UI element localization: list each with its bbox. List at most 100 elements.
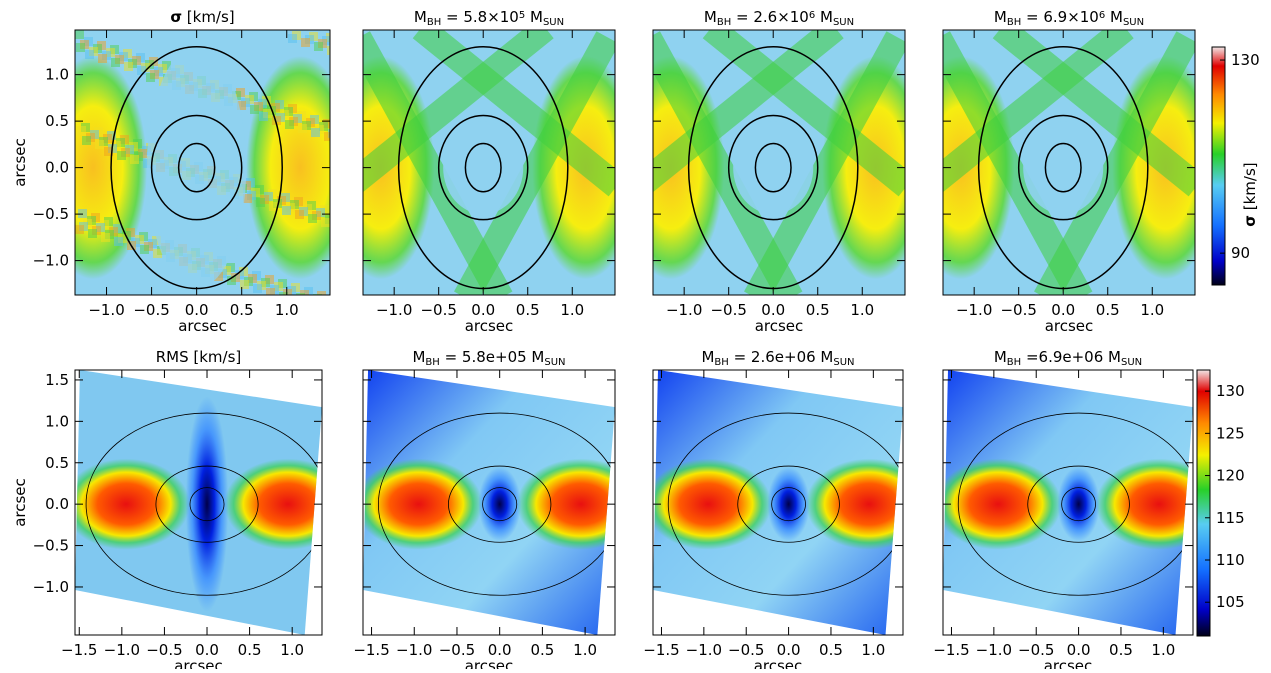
x-tick-label: −1.0 bbox=[104, 641, 140, 659]
x-tick-label: 0.0 bbox=[1051, 301, 1075, 319]
x-tick-label: 0.5 bbox=[238, 641, 262, 659]
x-tick-label: 1.0 bbox=[560, 301, 584, 319]
x-tick-label: 0.0 bbox=[488, 641, 512, 659]
x-tick-label: −0.5 bbox=[710, 301, 746, 319]
contour bbox=[464, 142, 502, 193]
text-part: 5 bbox=[519, 10, 525, 21]
plot-frame bbox=[362, 369, 616, 636]
y-axis-label: arcsec bbox=[11, 478, 29, 527]
map-noise bbox=[82, 136, 91, 145]
text-part: [km/s] bbox=[1241, 162, 1259, 215]
map-feature bbox=[75, 458, 190, 550]
map-noise bbox=[298, 124, 307, 133]
x-tick-label: −1.0 bbox=[976, 641, 1012, 659]
rich-text: RMS [km/s] bbox=[156, 348, 242, 366]
x-tick-label: −1.0 bbox=[956, 301, 992, 319]
y-axis-label: arcsec bbox=[11, 138, 29, 187]
contour bbox=[771, 487, 806, 522]
map-noise bbox=[311, 128, 320, 137]
colorbar bbox=[1196, 369, 1211, 637]
x-tick-label: 1.0 bbox=[850, 301, 874, 319]
heatmap bbox=[75, 370, 322, 635]
text-part: = 2.6×10 bbox=[731, 8, 809, 26]
plot-frame bbox=[74, 369, 323, 636]
map-feature bbox=[1023, 121, 1104, 215]
map-noise bbox=[253, 284, 262, 293]
x-tick-label: 0.5 bbox=[819, 641, 843, 659]
text-part: BH bbox=[1007, 17, 1021, 28]
map-noise bbox=[327, 46, 330, 55]
text-part: SUN bbox=[543, 17, 564, 28]
x-tick-label: 0.5 bbox=[530, 641, 554, 659]
x-tick-label: −1.5 bbox=[933, 641, 969, 659]
x-tick-label: 0.5 bbox=[806, 301, 830, 319]
map-feature bbox=[147, 46, 247, 289]
rich-text: MBH = 2.6×106 MSUN bbox=[704, 8, 854, 28]
map-noise bbox=[77, 126, 86, 135]
text-part: M bbox=[704, 8, 717, 26]
rich-text: σ [km/s] bbox=[170, 8, 234, 26]
map-noise bbox=[146, 73, 155, 82]
text-part: M bbox=[994, 8, 1007, 26]
map-noise bbox=[75, 30, 84, 39]
map-noise bbox=[324, 132, 330, 141]
text-part: σ bbox=[1241, 215, 1259, 227]
heatmap bbox=[363, 370, 615, 635]
map-noise bbox=[314, 42, 323, 51]
rich-text: MBH = 2.6e+06 MSUN bbox=[701, 348, 854, 368]
contour bbox=[155, 465, 259, 543]
contour bbox=[1027, 465, 1130, 543]
map-noise bbox=[266, 288, 275, 295]
x-tick-label: 1.0 bbox=[1151, 641, 1175, 659]
x-tick-label: 0.5 bbox=[516, 301, 540, 319]
text-part: M bbox=[1105, 8, 1123, 26]
x-tick-label: −0.5 bbox=[728, 641, 764, 659]
map-noise bbox=[98, 54, 107, 63]
heatmap bbox=[363, 30, 615, 295]
x-axis-label: arcsec bbox=[465, 317, 514, 335]
map-feature bbox=[363, 458, 483, 550]
map-noise bbox=[301, 38, 310, 47]
plot-frame bbox=[362, 29, 616, 296]
x-tick-label: −0.5 bbox=[146, 641, 182, 659]
colorbar-tick-label: 120 bbox=[1216, 467, 1245, 485]
map-feature bbox=[653, 458, 772, 550]
text-part: [km/s] bbox=[182, 8, 235, 26]
map-feature bbox=[767, 466, 810, 542]
colorbar-tick-label: 115 bbox=[1216, 509, 1245, 527]
map-noise bbox=[140, 245, 149, 254]
text-part: BH bbox=[717, 17, 731, 28]
colorbar-tick-label: 125 bbox=[1216, 424, 1245, 442]
plot-frame bbox=[652, 29, 906, 296]
x-tick-label: −1.0 bbox=[666, 301, 702, 319]
heatmap bbox=[653, 30, 905, 295]
colorbar-tick-label: 130 bbox=[1216, 382, 1245, 400]
map-noise bbox=[124, 62, 133, 71]
x-tick-label: −1.0 bbox=[686, 641, 722, 659]
x-tick-label: −1.0 bbox=[88, 301, 124, 319]
text-part: SUN bbox=[833, 17, 854, 28]
x-tick-label: −1.0 bbox=[396, 641, 432, 659]
text-part: = 5.8×10 bbox=[441, 8, 519, 26]
contour bbox=[482, 487, 518, 522]
plot-frame bbox=[652, 369, 904, 636]
x-tick-label: −0.5 bbox=[133, 301, 169, 319]
map-feature bbox=[443, 121, 524, 215]
x-axis-label: arcsec bbox=[755, 317, 804, 335]
text-part: = 6.9×10 bbox=[1021, 8, 1099, 26]
map-noise bbox=[227, 276, 236, 285]
x-tick-label: −0.5 bbox=[439, 641, 475, 659]
map-noise bbox=[85, 50, 94, 59]
map-feature bbox=[943, 458, 1062, 550]
map-feature bbox=[733, 121, 814, 215]
rich-text: MBH = 5.8e+05 MSUN bbox=[412, 348, 565, 368]
text-part: M bbox=[525, 8, 543, 26]
contour bbox=[177, 142, 216, 193]
text-part: RMS [km/s] bbox=[156, 348, 242, 366]
map-noise bbox=[308, 214, 317, 223]
map-noise bbox=[75, 225, 84, 234]
x-tick-label: 1.0 bbox=[573, 641, 597, 659]
map-noise bbox=[76, 43, 85, 52]
text-part: = 2.6e+06 M bbox=[729, 348, 834, 366]
x-tick-label: 0.5 bbox=[1109, 641, 1133, 659]
